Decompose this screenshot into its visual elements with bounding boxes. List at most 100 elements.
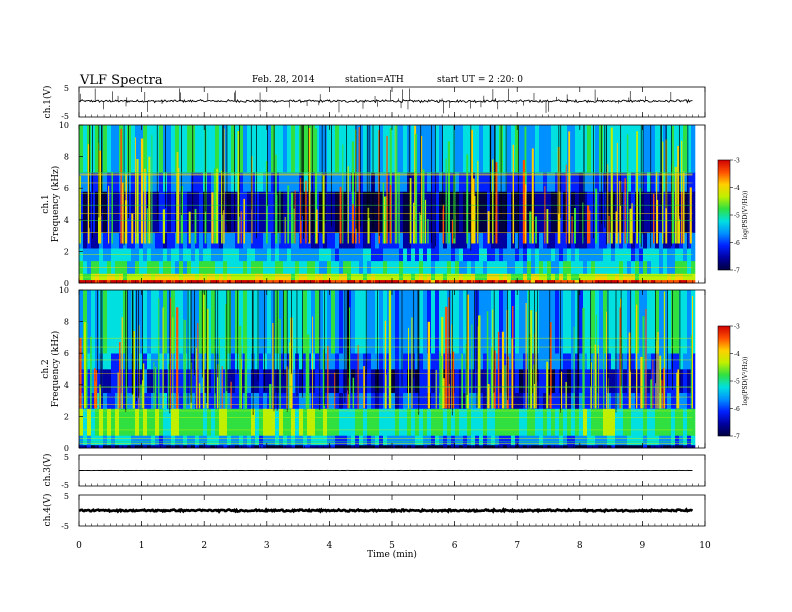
spectrogram-cell: [623, 290, 628, 354]
spectrogram-cell: [611, 191, 616, 233]
spectrogram-cell: [535, 191, 540, 233]
spectrogram-cell: [379, 290, 384, 354]
spectrogram-cell: [419, 279, 424, 284]
spectrogram-cell: [671, 353, 676, 370]
spectrogram-cell: [331, 232, 336, 249]
spectrogram-cell: [467, 125, 472, 173]
sferic-streak: [413, 202, 415, 244]
spectrogram-cell: [399, 353, 404, 370]
spectrogram-cell: [463, 353, 468, 370]
spectrogram-cell: [139, 353, 144, 370]
spectrogram-cell: [135, 408, 140, 436]
spectrogram-cell: [259, 444, 264, 449]
spectrogram-cell: [315, 408, 320, 436]
spectrogram-cell: [175, 260, 180, 274]
spectrogram-cell: [611, 408, 616, 436]
spectrogram-cell: [171, 435, 176, 446]
spectrogram-cell: [531, 248, 536, 262]
spectrogram-cell: [599, 435, 604, 446]
ch2-colorbar: -3-4-5-6-7 log(PSD(V²/Hz)): [717, 324, 749, 441]
spectrogram-cell: [403, 353, 408, 370]
sferic-streak: [188, 211, 191, 244]
spectrogram-cell: [147, 369, 152, 393]
spectrogram-cell: [267, 172, 272, 192]
spectrogram-cell: [123, 444, 128, 449]
spectrogram-cell: [367, 369, 372, 393]
sferic-streak: [357, 344, 359, 409]
sferic-streak: [168, 363, 170, 409]
spectrogram-cell: [419, 290, 424, 354]
spectrogram-cell: [583, 444, 588, 449]
spectrogram-cell: [507, 172, 512, 192]
spectrogram-cell: [671, 290, 676, 354]
spectrogram-cell: [95, 232, 100, 249]
sferic-streak: [378, 130, 380, 244]
spectrogram-cell: [375, 260, 380, 274]
sferic-streak: [653, 193, 655, 244]
spectrogram-cell: [359, 392, 364, 409]
figure-title: VLF Spectra: [79, 73, 163, 88]
spectrogram-cell: [475, 279, 480, 284]
spectrogram-cell: [219, 444, 224, 449]
spectrogram-cell: [435, 248, 440, 262]
spectrogram-cell: [427, 435, 432, 446]
spectrogram-cell: [215, 408, 220, 436]
spectrogram-cell: [195, 191, 200, 233]
spectrogram-cell: [535, 248, 540, 262]
spectrogram-cell: [519, 232, 524, 249]
spectrogram-cell: [123, 279, 128, 284]
sferic-streak: [656, 171, 658, 244]
spectrogram-cell: [431, 290, 436, 354]
spectrogram-cell: [631, 353, 636, 370]
spectrogram-cell: [87, 290, 92, 354]
sferic-streak: [640, 356, 643, 409]
sferic-streak: [528, 290, 530, 409]
spectrogram-cell: [439, 408, 444, 436]
spectrogram-cell: [415, 290, 420, 354]
spectrogram-cell: [487, 279, 492, 284]
spectrogram-cell: [495, 125, 500, 173]
spectrogram-cell: [631, 248, 636, 262]
spectrogram-cell: [219, 248, 224, 262]
sferic-streak: [225, 304, 228, 409]
spectrogram-cell: [151, 260, 156, 274]
spectrogram-cell: [327, 191, 332, 233]
spectrogram-cell: [283, 260, 288, 274]
spectrogram-cell: [487, 353, 492, 370]
spectrogram-cell: [151, 279, 156, 284]
spectrogram-cell: [187, 408, 192, 436]
spectrogram-cell: [147, 279, 152, 284]
sferic-streak: [487, 211, 490, 244]
spectrogram-cell: [219, 125, 224, 173]
spectrogram-cell: [451, 435, 456, 446]
spectrogram-cell: [195, 248, 200, 262]
spectrogram-cell: [555, 392, 560, 409]
spectrogram-cell: [467, 191, 472, 233]
spectrogram-cell: [667, 369, 672, 393]
spectrogram-cell: [307, 408, 312, 436]
spectrogram-cell: [259, 172, 264, 192]
spectrogram-cell: [479, 125, 484, 173]
spectrogram-cell: [495, 435, 500, 446]
spectrogram-cell: [503, 260, 508, 274]
spectrogram-cell: [275, 279, 280, 284]
spectrogram-cell: [543, 279, 548, 284]
spectrogram-cell: [659, 248, 664, 262]
spectrogram-cell: [667, 290, 672, 354]
spectrogram-cell: [395, 408, 400, 436]
spectrogram-cell: [555, 290, 560, 354]
spectrogram-cell: [207, 260, 212, 274]
spectrogram-cell: [203, 290, 208, 354]
spectrogram-cell: [331, 290, 336, 354]
spectrogram-cell: [131, 435, 136, 446]
spectrogram-cell: [343, 279, 348, 284]
spectrogram-cell: [639, 260, 644, 274]
spectrogram-cell: [283, 444, 288, 449]
sferic-streak: [608, 215, 610, 244]
spectrogram-cell: [547, 290, 552, 354]
sferic-streak: [305, 341, 308, 409]
sferic-streak: [176, 167, 180, 244]
spectrogram-cell: [139, 260, 144, 274]
spectrogram-cell: [575, 444, 580, 449]
spectrogram-cell: [479, 444, 484, 449]
